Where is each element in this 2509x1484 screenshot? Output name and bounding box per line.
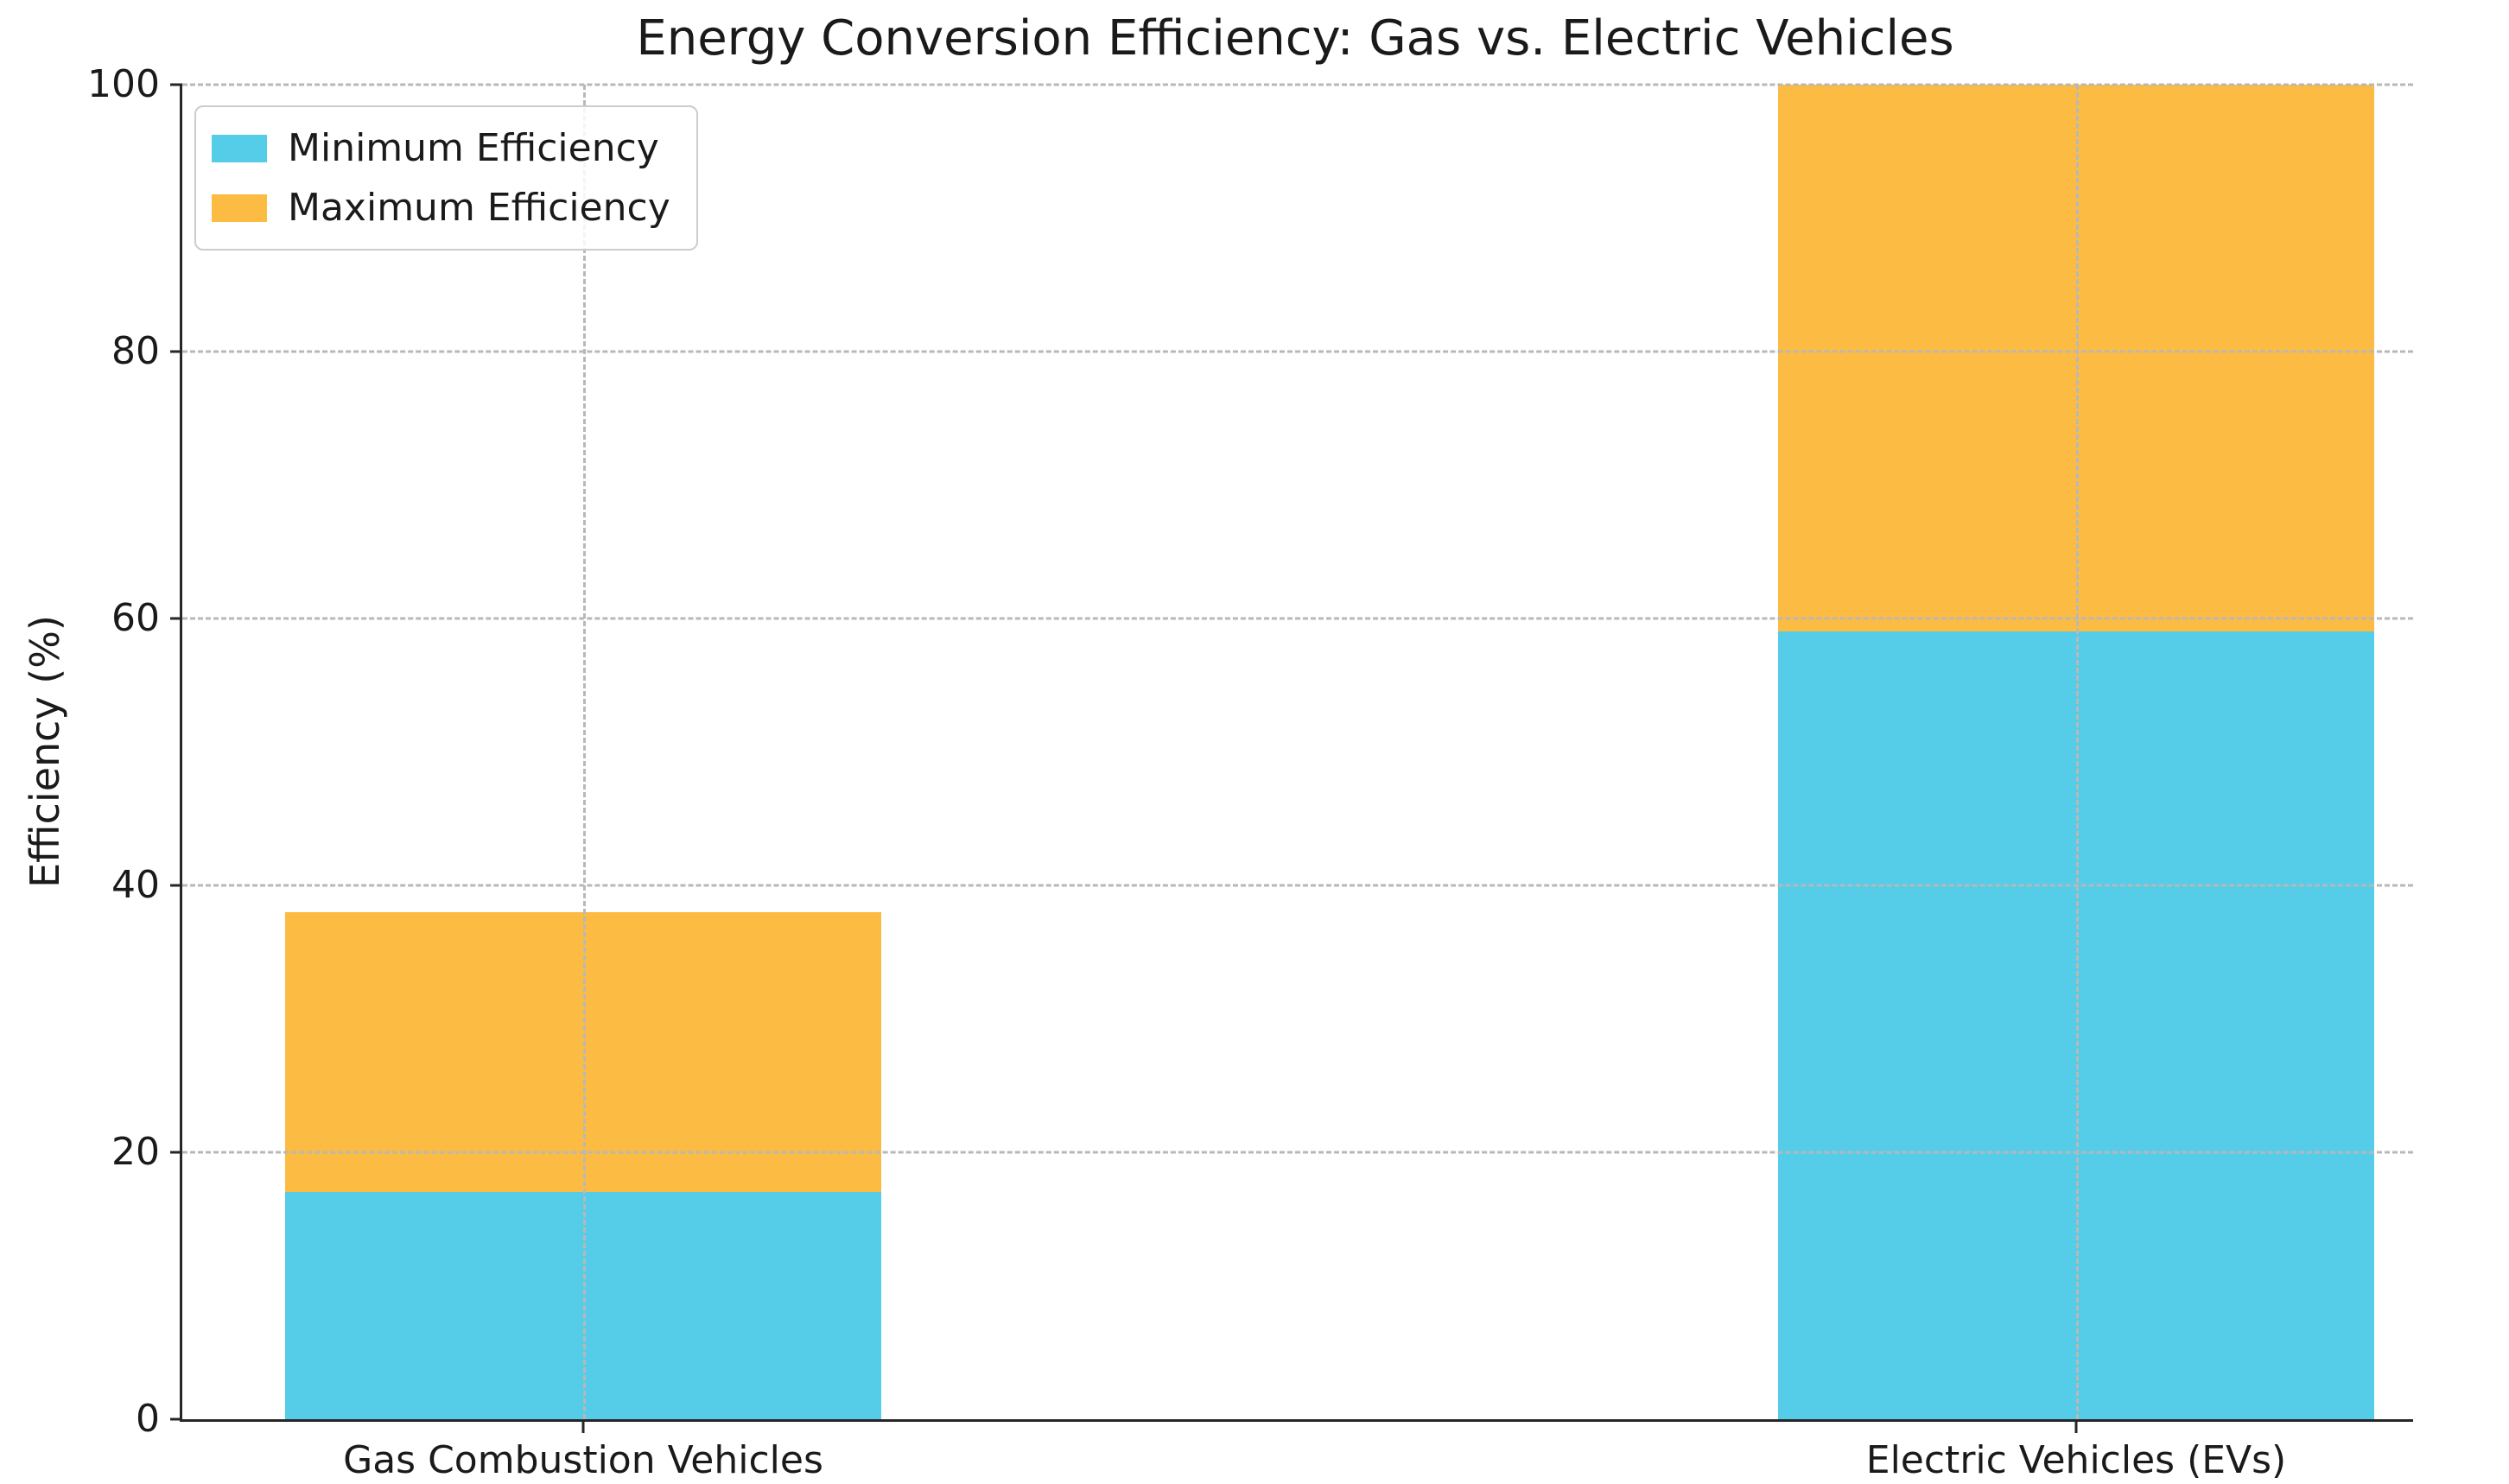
x-tick bbox=[581, 1419, 585, 1433]
bars-layer bbox=[182, 85, 2413, 1419]
y-tick bbox=[170, 617, 182, 620]
y-tick bbox=[170, 1417, 182, 1421]
y-tick-label: 0 bbox=[136, 1397, 160, 1441]
x-tick bbox=[2074, 1419, 2078, 1433]
legend: Minimum Efficiency Maximum Efficiency bbox=[194, 105, 698, 251]
y-tick bbox=[170, 350, 182, 353]
bar-electric-vehicles-evs bbox=[1778, 85, 2374, 1419]
y-tick-label: 60 bbox=[111, 596, 160, 640]
bar-segment-maximum-efficiency bbox=[1778, 85, 2374, 632]
y-tick-label: 20 bbox=[111, 1130, 160, 1174]
y-tick bbox=[170, 83, 182, 86]
x-tick-label: Gas Combustion Vehicles bbox=[343, 1438, 823, 1482]
plot-area: 0 20 40 60 80 100 Gas Combustion Vehicles Elect… bbox=[87, 66, 2413, 1482]
y-tick bbox=[170, 884, 182, 887]
bar-segment-maximum-efficiency bbox=[285, 911, 881, 1193]
legend-swatch-maximum-efficiency bbox=[212, 193, 267, 222]
y-tick-label: 80 bbox=[111, 329, 160, 373]
bar-gas-combustion-vehicles bbox=[285, 85, 881, 1419]
chart-title: Energy Conversion Efficiency: Gas vs. El… bbox=[636, 10, 1954, 67]
y-tick bbox=[170, 1151, 182, 1154]
legend-label: Maximum Efficiency bbox=[288, 186, 670, 230]
legend-item: Maximum Efficiency bbox=[212, 186, 670, 230]
bar-segment-minimum-efficiency bbox=[285, 1192, 881, 1419]
y-tick-label: 100 bbox=[87, 62, 160, 106]
legend-label: Minimum Efficiency bbox=[288, 126, 659, 170]
x-tick-label: Electric Vehicles (EVs) bbox=[1865, 1438, 2287, 1482]
bar-segment-minimum-efficiency bbox=[1778, 631, 2374, 1419]
y-tick-label: 40 bbox=[111, 863, 160, 907]
legend-swatch-minimum-efficiency bbox=[212, 134, 267, 162]
y-axis-label: Efficiency (%) bbox=[22, 615, 68, 888]
legend-item: Minimum Efficiency bbox=[212, 126, 670, 170]
